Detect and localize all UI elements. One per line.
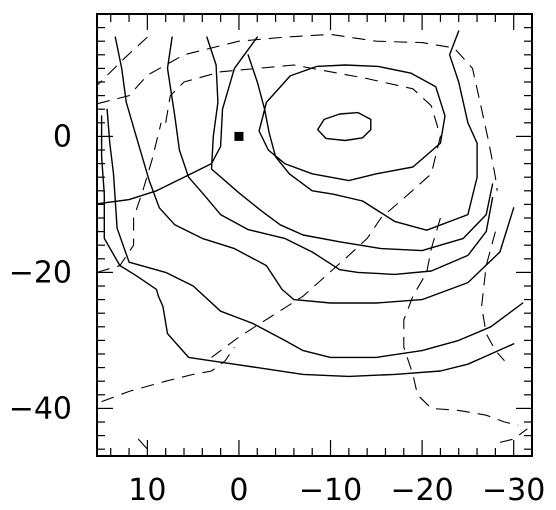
y-tick-label: −40 <box>9 391 72 426</box>
solid-contour-7 <box>114 36 515 304</box>
plot-frame <box>96 13 533 457</box>
x-tick-label: −20 <box>390 473 453 508</box>
x-tick-label: 0 <box>229 473 248 508</box>
dashed-contour-5 <box>101 346 235 403</box>
solid-contour-6 <box>166 36 494 276</box>
dashed-contour-3 <box>165 64 441 358</box>
x-tick-label: 10 <box>128 473 166 508</box>
dashed-contours <box>97 33 528 450</box>
y-tick-label: 0 <box>53 119 72 154</box>
position-marker <box>234 131 244 141</box>
solid-contours <box>97 30 524 378</box>
tick-labels: 10 0 −10 −20 −30 0 −20 −40 <box>9 119 546 508</box>
dashed-contour-7 <box>403 217 519 426</box>
dashed-contour-8 <box>499 428 528 443</box>
x-tick-label: −30 <box>482 473 545 508</box>
y-tick-label: −20 <box>9 255 72 290</box>
dashed-contour-6 <box>481 231 505 362</box>
solid-contour-8 <box>106 108 524 359</box>
dashed-contour-2 <box>97 33 498 191</box>
dashed-contour-1 <box>97 36 148 86</box>
dashed-contour-9 <box>137 438 148 450</box>
solid-contour-2 <box>258 64 446 182</box>
solid-contour-5 <box>206 36 494 252</box>
solid-contour-1 <box>317 111 372 142</box>
solid-contour-4 <box>247 30 478 231</box>
axes <box>96 13 533 457</box>
solid-contour-3 <box>97 36 258 205</box>
solid-contour-9 <box>100 115 515 378</box>
marker-layer <box>234 131 244 141</box>
dashed-contour-4 <box>97 122 162 273</box>
x-tick-label: −10 <box>299 473 362 508</box>
